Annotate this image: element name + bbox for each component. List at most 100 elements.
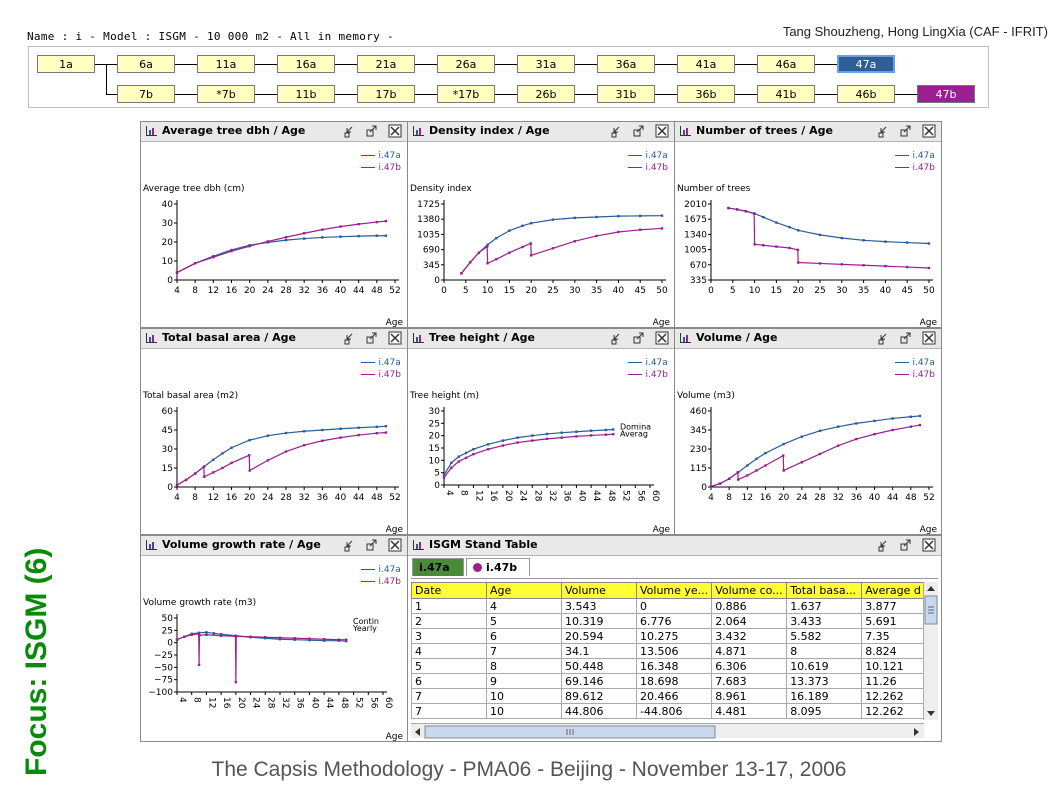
series-line-i.47a	[728, 207, 930, 245]
data-point	[800, 461, 804, 464]
panel-title: Tree height / Age	[429, 331, 536, 344]
x-tick-label: 52	[621, 490, 631, 501]
vertical-scrollbar[interactable]	[923, 582, 938, 720]
step-47b[interactable]: 47b	[917, 85, 975, 103]
close-icon	[655, 331, 669, 345]
x-tick-label: 48	[371, 286, 383, 296]
data-point	[531, 434, 534, 437]
step-47a[interactable]: 47a	[837, 55, 895, 73]
step-6a[interactable]: 6a	[117, 55, 175, 73]
step-46b[interactable]: 46b	[837, 85, 895, 103]
panel-titlebar[interactable]: Total basal area / Age	[141, 329, 407, 349]
column-header[interactable]: Volume	[561, 582, 637, 599]
y-axis-label: Tree height (m)	[409, 391, 479, 401]
legend: i.47a i.47b	[361, 357, 401, 381]
legend-b: i.47b	[912, 163, 935, 173]
panel-titlebar[interactable]: Density index / Age	[408, 122, 674, 142]
data-point	[339, 235, 342, 238]
data-point	[718, 482, 722, 485]
step-31b[interactable]: 31b	[597, 85, 655, 103]
step-26a[interactable]: 26a	[437, 55, 495, 73]
data-point	[818, 429, 822, 433]
data-point	[516, 441, 519, 444]
table-cell: 8.824	[861, 643, 925, 659]
step-41a[interactable]: 41a	[677, 55, 735, 73]
column-header[interactable]: Total basa...	[786, 582, 863, 599]
column-header[interactable]: Volume ye...	[635, 582, 713, 599]
y-tick-label: 670	[690, 261, 707, 271]
step-36a[interactable]: 36a	[597, 55, 655, 73]
step-46a[interactable]: 46a	[757, 55, 815, 73]
y-tick-label: 345	[690, 426, 707, 436]
data-point	[249, 635, 252, 638]
step-11a[interactable]: 11a	[197, 55, 255, 73]
step-star-7b[interactable]: *7b	[197, 85, 255, 103]
column-header[interactable]: Date	[411, 582, 487, 599]
table-row[interactable]: 3 6 20.594 10.275 3.432 5.582 7.35	[411, 628, 925, 644]
table-cell: 13.506	[635, 643, 713, 659]
x-tick-label: 15	[504, 286, 515, 296]
legend-b: i.47b	[912, 370, 935, 380]
table-row[interactable]: 7 10 44.806 -44.806 4.481 8.095 12.262	[411, 703, 925, 719]
data-point	[735, 208, 739, 211]
tab-47a[interactable]: i.47a	[412, 558, 464, 576]
data-point	[736, 471, 739, 474]
annotation-label: Averag	[620, 430, 648, 439]
table-cell: 8.961	[711, 688, 788, 704]
table-cell: 50.448	[561, 658, 637, 674]
data-point	[589, 434, 593, 437]
data-point	[727, 477, 731, 480]
y-tick-label: 10	[429, 456, 441, 466]
step-36b[interactable]: 36b	[677, 85, 735, 103]
tab-47b[interactable]: i.47b	[466, 558, 530, 576]
chart-icon	[413, 540, 424, 550]
maximize-icon	[366, 539, 377, 551]
step-26b[interactable]: 26b	[517, 85, 575, 103]
step-41b[interactable]: 41b	[757, 85, 815, 103]
maximize-icon	[366, 332, 377, 344]
step-1a[interactable]: 1a	[37, 55, 95, 73]
horizontal-scrollbar[interactable]	[411, 723, 924, 739]
y-tick-label: 0	[167, 276, 173, 286]
column-header[interactable]: Age	[486, 582, 562, 599]
panel-titlebar[interactable]: ISGM Stand Table	[408, 536, 941, 556]
data-point	[248, 244, 251, 248]
table-cell: 9	[486, 673, 562, 689]
step-16a[interactable]: 16a	[277, 55, 335, 73]
table-cell: 0.886	[711, 598, 788, 614]
data-point	[508, 229, 511, 232]
table-row[interactable]: 4 7 34.1 13.506 4.871 8 8.824	[411, 643, 925, 659]
step-17b[interactable]: 17b	[357, 85, 415, 103]
step-7b[interactable]: 7b	[117, 85, 175, 103]
panel-titlebar[interactable]: Tree height / Age	[408, 329, 674, 349]
x-axis-label: Age	[386, 318, 404, 328]
data-point	[266, 240, 270, 243]
step-11b[interactable]: 11b	[277, 85, 335, 103]
panel-titlebar[interactable]: Volume / Age	[675, 329, 941, 349]
x-tick-label: 28	[280, 493, 292, 503]
table-row[interactable]: 2 5 10.319 6.776 2.064 3.433 5.691	[411, 613, 925, 629]
column-header[interactable]: Volume co...	[711, 582, 788, 599]
data-point	[612, 428, 615, 431]
data-point	[357, 426, 360, 429]
panel-titlebar[interactable]: Number of trees / Age	[675, 122, 941, 142]
x-tick-label: 20	[236, 697, 246, 709]
panel-titlebar[interactable]: Average tree dbh / Age	[141, 122, 407, 142]
table-row[interactable]: 7 10 89.612 20.466 8.961 16.189 12.262	[411, 688, 925, 704]
table-cell: 34.1	[561, 643, 637, 659]
close-icon	[388, 331, 402, 345]
column-header[interactable]: Average d	[861, 582, 925, 599]
stand-table[interactable]: Date Age Volume Volume ye... Volume co... Tot…	[411, 582, 925, 719]
data-point	[595, 234, 598, 238]
panel-titlebar[interactable]: Volume growth rate / Age	[141, 536, 407, 556]
connector-line	[106, 94, 917, 95]
table-row[interactable]: 5 8 50.448 16.348 6.306 10.619 10.121	[411, 658, 925, 674]
table-row[interactable]: 6 9 69.146 18.698 7.683 13.373 11.26	[411, 673, 925, 689]
step-31a[interactable]: 31a	[517, 55, 575, 73]
x-axis-label: Age	[653, 318, 671, 328]
table-row[interactable]: 1 4 3.543 0 0.886 1.637 3.877	[411, 598, 925, 614]
step-star-17b[interactable]: *17b	[437, 85, 495, 103]
x-tick-label: 40	[880, 286, 892, 296]
legend-a: i.47a	[912, 151, 935, 161]
step-21a[interactable]: 21a	[357, 55, 415, 73]
